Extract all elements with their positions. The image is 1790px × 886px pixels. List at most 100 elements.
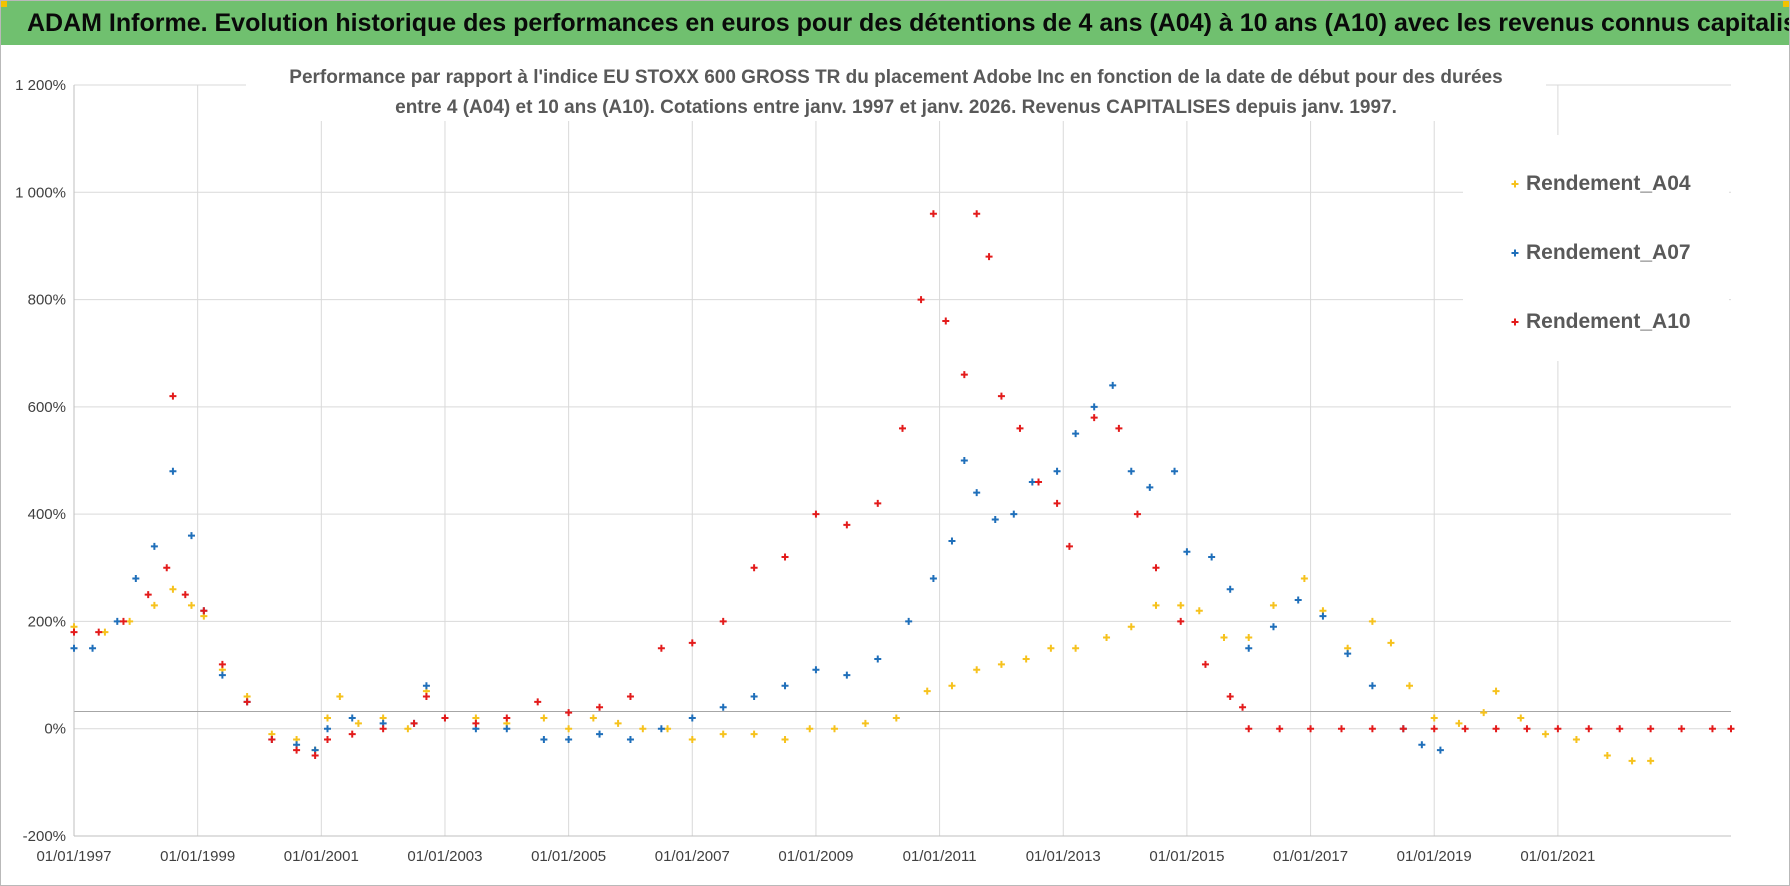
data-point [1072,430,1080,438]
data-point [293,746,301,754]
x-tick-label: 01/01/2015 [1149,848,1224,865]
chart-grid [74,84,1731,836]
data-point [1183,548,1191,556]
data-point [596,703,604,711]
page-title: ADAM Informe. Evolution historique des p… [27,9,1789,37]
data-point [150,542,158,550]
data-point [973,489,981,497]
data-points [70,210,1735,765]
data-point [657,725,665,733]
data-point [1307,725,1315,733]
data-point [1035,478,1043,486]
legend-marker [1511,249,1519,257]
data-point [1678,725,1686,733]
data-point [187,601,195,609]
data-point [1127,467,1135,475]
data-point [1337,725,1345,733]
data-point [1053,499,1061,507]
data-point [187,532,195,540]
data-point [1245,725,1253,733]
chart-title-line-1: Performance par rapport à l'indice EU ST… [289,67,1502,88]
y-tick-label: 0% [44,721,66,738]
chart-title-line-2: entre 4 (A04) et 10 ans (A10). Cotations… [395,97,1397,118]
data-point [348,714,356,722]
data-point [1480,709,1488,717]
data-point [169,392,177,400]
data-point [144,591,152,599]
data-point [973,210,981,218]
data-point [1239,703,1247,711]
data-point [806,725,814,733]
data-point [997,392,1005,400]
data-point [1554,725,1562,733]
y-tick-label: 200% [28,613,66,630]
data-point [163,564,171,572]
data-point [1226,585,1234,593]
data-point [89,644,97,652]
data-point [354,719,362,727]
data-point [1585,725,1593,733]
data-point [997,660,1005,668]
data-point [874,655,882,663]
data-point [1103,634,1111,642]
data-point [1152,601,1160,609]
x-tick-label: 01/01/2005 [531,848,606,865]
data-point [379,725,387,733]
data-point [942,317,950,325]
data-point [596,730,604,738]
data-point [892,714,900,722]
data-point [1319,612,1327,620]
data-point [1109,381,1117,389]
x-tick-label: 01/01/2007 [655,848,730,865]
legend-marker [1511,180,1519,188]
data-point [614,719,622,727]
x-tick-label: 01/01/1997 [36,848,111,865]
data-point [200,607,208,615]
data-point [657,644,665,652]
data-point [1430,714,1438,722]
series-rendement_a10 [70,210,1735,760]
legend-label: Rendement_A07 [1526,241,1691,264]
data-point [119,617,127,625]
data-point [126,617,134,625]
data-point [1368,617,1376,625]
data-point [1208,553,1216,561]
data-point [1368,682,1376,690]
y-tick-label: 600% [28,399,66,416]
data-point [1405,682,1413,690]
data-point [1065,542,1073,550]
data-point [1245,644,1253,652]
data-point [917,296,925,304]
data-point [1133,510,1141,518]
chart-legend: Rendement_A04 Rendement_A07 Rendement_A10 [1463,135,1729,361]
data-point [1572,735,1580,743]
data-point [1542,730,1550,738]
data-point [719,617,727,625]
data-point [985,253,993,261]
data-point [1047,644,1055,652]
data-point [1269,623,1277,631]
data-point [1436,746,1444,754]
data-point [781,682,789,690]
data-point [540,714,548,722]
x-tick-label: 01/01/2019 [1397,848,1472,865]
data-point [688,714,696,722]
data-point [899,424,906,432]
data-point [268,735,276,743]
chart-title-background [246,59,1546,121]
data-point [688,639,696,647]
data-point [101,628,109,636]
data-point [503,725,511,733]
legend-label: Rendement_A04 [1526,172,1691,195]
data-point [1523,725,1531,733]
data-point [639,725,647,733]
x-tick-label: 01/01/2001 [284,848,359,865]
data-point [960,371,968,379]
data-point [1387,639,1395,647]
data-point [1647,725,1655,733]
data-point [311,752,319,760]
data-point [243,698,251,706]
data-point [132,575,140,583]
data-point [1616,725,1624,733]
